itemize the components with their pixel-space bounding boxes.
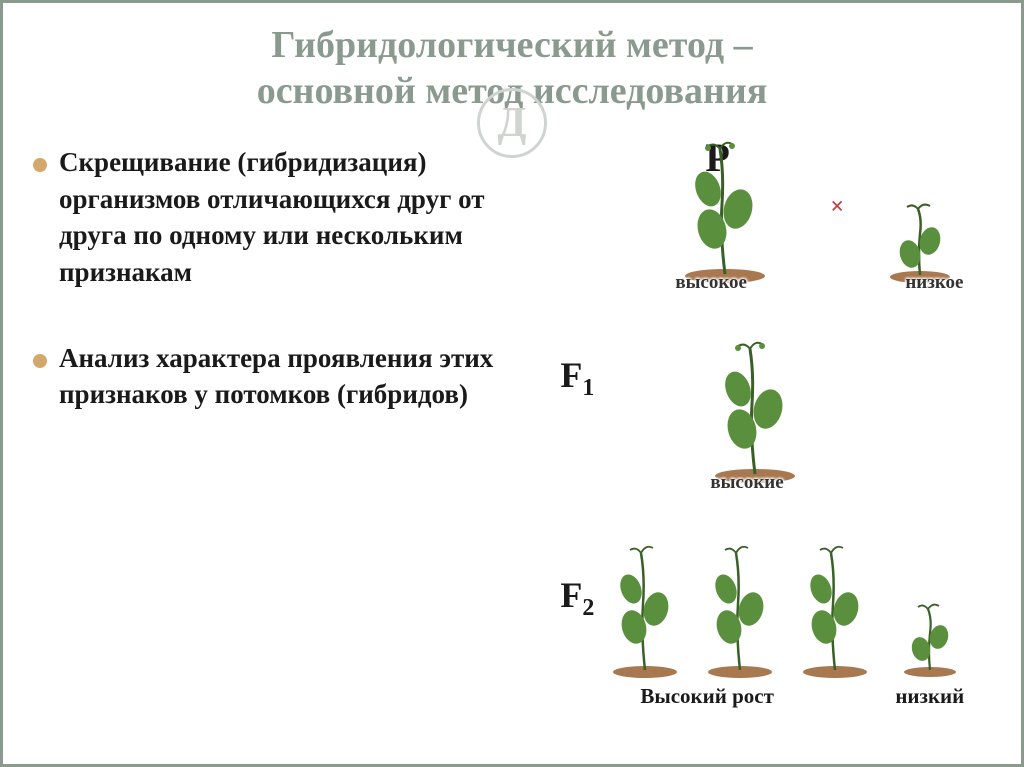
plant-tall-f1: [700, 334, 810, 484]
bullet-marker-icon: [33, 158, 47, 172]
label-tall-parent: высокое: [675, 272, 747, 294]
bullet-marker-icon: [33, 354, 47, 368]
bullet-item: Скрещивание (гибридизация) организмов от…: [33, 144, 540, 290]
bullet-list: Скрещивание (гибридизация) организмов от…: [33, 144, 550, 724]
cross-symbol: ×: [830, 194, 844, 221]
plant-f2-tall-3: [790, 539, 880, 679]
plant-f2-tall-2: [695, 539, 785, 679]
label-short-parent: низкое: [905, 272, 963, 294]
watermark-letter: Д: [498, 99, 527, 147]
label-tall-f1: высокие: [710, 472, 783, 494]
bullet-item: Анализ характера проявления этих признак…: [33, 340, 540, 413]
label-tall-growth: Высокий рост: [640, 684, 774, 709]
generation-f2-label: F2: [560, 574, 594, 622]
bullet-text-2: Анализ характера проявления этих признак…: [59, 340, 540, 413]
plant-f2-tall-1: [600, 539, 690, 679]
content-area: Скрещивание (гибридизация) организмов от…: [33, 144, 991, 724]
generation-f1-label: F1: [560, 354, 594, 402]
title-line-1: Гибридологический метод –: [271, 24, 752, 66]
label-short-growth: низкий: [895, 684, 964, 709]
plant-f2-short: [895, 599, 965, 679]
bullet-text-1: Скрещивание (гибридизация) организмов от…: [59, 144, 540, 290]
slide-container: Д Гибридологический метод – основной мет…: [0, 0, 1024, 767]
diagram-area: P F1 F2 ×: [550, 144, 991, 724]
plant-tall-parent: [670, 134, 780, 284]
